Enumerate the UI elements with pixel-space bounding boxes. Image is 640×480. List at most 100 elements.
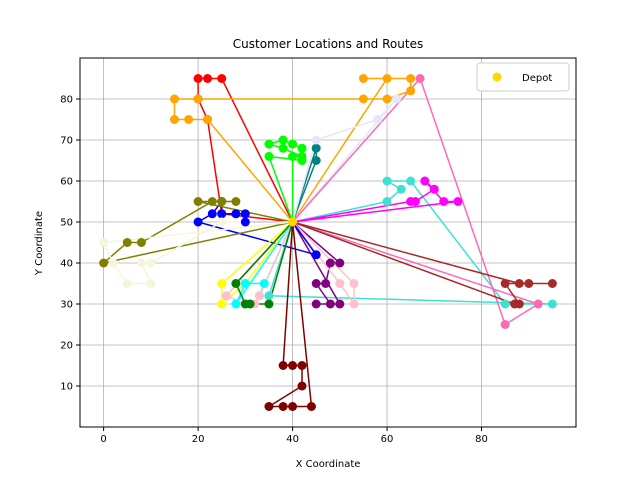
route-0-point-4 xyxy=(193,74,203,83)
route-9-point-1 xyxy=(335,258,345,268)
route-6-point-4 xyxy=(420,176,430,186)
y-tick-label-1: 20 xyxy=(60,341,73,352)
route-15-point-2 xyxy=(240,279,250,288)
route-1-point-9 xyxy=(406,74,416,83)
route-5-point-1 xyxy=(382,197,392,206)
y-tick-label-5: 60 xyxy=(60,177,73,188)
route-12-point-4 xyxy=(207,197,217,206)
route-9-point-4 xyxy=(311,279,321,288)
route-6-point-3 xyxy=(429,184,439,194)
route-4-point-3 xyxy=(391,94,401,104)
route-11-point-3 xyxy=(231,209,241,219)
y-tick-label-0: 10 xyxy=(60,382,73,393)
route-18-point-3 xyxy=(297,361,307,370)
route-8-point-4 xyxy=(500,279,510,288)
route-13-point-6 xyxy=(108,258,118,268)
route-15-point-3 xyxy=(259,279,269,288)
route-12-point-1 xyxy=(193,197,203,206)
route-2-point-5 xyxy=(278,135,288,145)
route-2-point-3 xyxy=(278,143,288,153)
route-0-point-6 xyxy=(217,74,227,83)
route-9-point-6 xyxy=(311,299,321,309)
route-6-point-6 xyxy=(453,197,463,206)
route-18-point-1 xyxy=(278,361,288,370)
route-2-point-9 xyxy=(264,151,274,161)
x-tick-label-3: 60 xyxy=(381,434,394,445)
route-18-point-8 xyxy=(306,402,316,411)
route-2-point-1 xyxy=(288,151,298,161)
route-3-point-1 xyxy=(311,156,321,165)
route-2-point-7 xyxy=(297,143,307,153)
route-6-point-5 xyxy=(439,197,449,206)
route-1-point-5 xyxy=(193,94,203,104)
route-9-point-5 xyxy=(325,299,335,309)
route-12-point-3 xyxy=(231,197,241,206)
route-0-point-5 xyxy=(203,74,213,83)
route-18-point-2 xyxy=(288,361,298,370)
route-4-point-1 xyxy=(311,135,321,145)
route-6-point-2 xyxy=(410,197,420,206)
y-axis-title: Y Coordinate xyxy=(34,211,45,276)
route-16-point-1 xyxy=(221,291,231,301)
x-tick-label-2: 40 xyxy=(286,434,299,445)
legend-depot-label: Depot xyxy=(522,73,552,84)
route-7-point-3 xyxy=(533,299,543,309)
route-8-point-1 xyxy=(514,279,524,288)
x-tick-label-0: 0 xyxy=(100,434,106,445)
route-4-point-2 xyxy=(373,115,383,124)
route-line-18 xyxy=(266,221,313,408)
route-1-point-4 xyxy=(169,94,179,104)
route-18-point-7 xyxy=(288,402,298,411)
legend: Depot xyxy=(476,62,570,92)
legend-depot-marker xyxy=(492,72,502,82)
y-tick-label-3: 40 xyxy=(60,259,73,270)
depot-marker xyxy=(288,217,298,227)
route-7-point-1 xyxy=(415,74,425,83)
route-11-point-8 xyxy=(311,250,321,260)
route-5-point-4 xyxy=(406,176,416,186)
route-12-point-5 xyxy=(136,238,146,247)
route-11-point-1 xyxy=(240,217,250,227)
legend-box xyxy=(476,62,570,92)
route-13-point-1 xyxy=(217,217,227,227)
route-12-point-6 xyxy=(122,238,132,247)
route-13-point-3 xyxy=(136,258,146,268)
x-tick-label-1: 20 xyxy=(192,434,205,445)
y-tick-label-2: 30 xyxy=(60,300,73,311)
route-3-point-2 xyxy=(311,143,321,153)
route-11-point-6 xyxy=(207,209,217,219)
route-18-point-6 xyxy=(278,402,288,411)
route-13-point-5 xyxy=(122,279,132,288)
route-14-point-1 xyxy=(217,279,227,288)
route-18-point-4 xyxy=(297,381,307,391)
route-17-point-1 xyxy=(231,279,241,288)
route-1-point-11 xyxy=(382,74,392,83)
route-11-point-2 xyxy=(240,209,250,219)
route-17-point-4 xyxy=(264,299,274,309)
route-5-point-7 xyxy=(547,299,557,309)
route-9-point-7 xyxy=(335,299,345,309)
route-11-point-4 xyxy=(217,209,227,219)
route-1-point-10 xyxy=(358,74,368,83)
routes xyxy=(102,77,553,408)
route-5-point-3 xyxy=(382,176,392,186)
route-17-point-3 xyxy=(245,299,255,309)
route-13-point-7 xyxy=(99,238,109,247)
route-7-point-2 xyxy=(500,320,510,329)
route-1-point-1 xyxy=(203,115,213,124)
markers xyxy=(99,74,557,411)
y-tick-label-4: 50 xyxy=(60,218,73,229)
route-5-point-8 xyxy=(264,291,274,301)
route-9-point-2 xyxy=(325,258,335,268)
y-tick-label-7: 80 xyxy=(60,95,73,106)
route-2-point-8 xyxy=(297,156,307,165)
route-16-point-4 xyxy=(255,291,265,301)
route-5-point-5 xyxy=(500,299,510,309)
route-line-5 xyxy=(267,180,553,305)
route-13-point-2 xyxy=(146,258,156,268)
route-15-point-1 xyxy=(231,299,241,309)
route-1-point-2 xyxy=(184,115,194,124)
route-12-point-2 xyxy=(217,197,227,206)
chart-title: Customer Locations and Routes xyxy=(233,37,423,51)
